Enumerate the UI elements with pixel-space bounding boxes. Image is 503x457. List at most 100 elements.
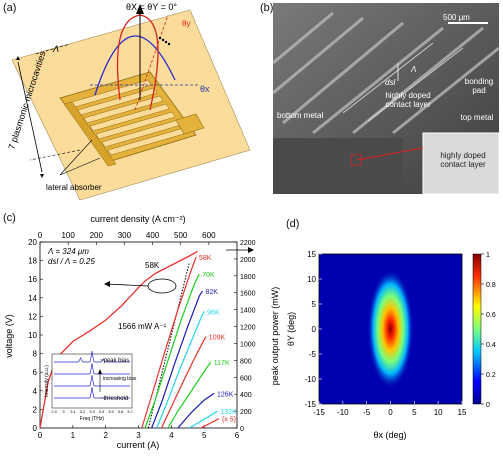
inset-contact-label: highly doped contact layer — [440, 151, 486, 169]
power-curve-label: 126K — [217, 391, 234, 398]
power-curve-label: 109K — [209, 335, 226, 342]
theta-x-label: θx — [200, 84, 210, 94]
power-curve — [189, 410, 218, 429]
theta-y-label: θy — [182, 19, 190, 28]
inset-x-tick-label: 2.9 — [51, 409, 57, 414]
bottom-ticks: 0 1 2 3 4 5 6 — [38, 425, 240, 440]
sem-micrograph: 500 μm Λ dsl highly doped contact layer … — [273, 3, 499, 194]
curves: 58K 70K 82K 96K 109K 117K 126K 132K(x 5) — [39, 250, 237, 429]
peak-bias-label: ~peak bias — [100, 358, 129, 364]
x2-tick-label: 300 — [118, 231, 132, 240]
bonding-pad — [175, 113, 205, 135]
increasing-bias-label: increasing bias — [103, 376, 137, 382]
colorbar-ticks: 0 0.2 0.4 0.6 0.8 1 — [481, 252, 496, 409]
left-arrow-icon — [104, 281, 110, 287]
panel-a-label: (a) — [3, 2, 17, 14]
cavity-5 — [95, 111, 176, 140]
scale-bar-label: 500 μm — [443, 13, 470, 22]
inset-x-tick-label: 3.6 — [118, 409, 124, 414]
y2-tick-label: 1800 — [240, 274, 256, 281]
x2-tick-label: 100 — [61, 231, 75, 240]
x-tick-label: 6 — [235, 431, 240, 440]
panel-d-label: (d) — [286, 218, 300, 230]
panel-b-label: (b) — [260, 2, 274, 14]
bottom-metal-label: bottom metal — [277, 111, 324, 120]
x-tick-label: 2 — [103, 431, 108, 440]
heatmap-x-tick-label: 0 — [388, 408, 393, 417]
inset-y-label: Intensity (a.u.) — [44, 365, 50, 397]
bottom-axis-label: current (A) — [117, 440, 160, 450]
y2-tick-label: 800 — [240, 358, 252, 365]
inset-x-tick-label: 3.1 — [70, 409, 76, 414]
colorbar-tick-label: 0.4 — [486, 342, 496, 349]
y2-tick-label: 2000 — [240, 257, 256, 264]
dots-decoration — [158, 36, 171, 46]
y-tick-label: 0 — [33, 424, 38, 433]
right-axis-label: peak output power (mW) — [270, 287, 280, 386]
heatmap-x-tick-label: 10 — [434, 408, 443, 417]
inset-x-label: Freq (THz) — [80, 416, 105, 422]
y-tick-label: 18 — [28, 257, 37, 266]
heatmap-y-tick-label: 15 — [307, 250, 316, 259]
inset-spectrum — [54, 374, 130, 387]
top-axis-label: current density (A cm⁻²) — [90, 214, 185, 224]
voltage-ellipse — [147, 278, 177, 294]
heatmap-x-tick-label: -5 — [363, 408, 371, 417]
microcavity-schematic: θX = θY = 0° θy θx Λ 7 plasmonic microca… — [6, 2, 251, 201]
absorber-label: lateral absorber — [46, 183, 102, 192]
colorbar — [472, 253, 482, 405]
inset-x-tick-label: 3.5 — [108, 409, 114, 414]
power-curve — [200, 418, 220, 429]
inset-x-tick-label: 3.2 — [80, 409, 86, 414]
param-ratio: dsl / Λ = 0.25 — [48, 257, 95, 266]
right-arrow-icon — [248, 247, 254, 253]
y2-tick-label: 200 — [240, 409, 252, 416]
right-ticks: 0 200 400 600 800 1000 1200 1400 1600 1800 2000 220… — [234, 240, 256, 433]
beam-spot — [367, 269, 414, 389]
inset-x-tick-label: 3.7 — [127, 409, 133, 414]
heatmap-x-tick-label: -15 — [313, 408, 325, 417]
heatmap-y-tick-label: -10 — [304, 375, 316, 384]
y2-tick-label: 1600 — [240, 291, 256, 298]
lateral-absorber — [63, 101, 117, 167]
power-curve — [144, 273, 200, 429]
y2-tick-label: 1400 — [240, 308, 256, 315]
dsl-label: dsl — [385, 78, 396, 87]
lambda-label: Λ — [411, 65, 417, 74]
colorbar-tick-label: 0.6 — [486, 312, 496, 319]
x2-tick-label: 0 — [38, 231, 43, 240]
colorbar-tick-label: 0.2 — [486, 372, 496, 379]
inset-box — [422, 132, 499, 194]
x-tick-label: 1 — [71, 431, 76, 440]
y2-tick-label: 2200 — [240, 240, 256, 247]
power-curve — [141, 257, 197, 429]
period-label: Λ — [52, 44, 59, 54]
contact-layer-label: highly doped contact layer — [385, 91, 431, 109]
panel-b: (b) 500 μm Λ dsl — [258, 0, 503, 200]
left-axis-label: voltage (V) — [4, 314, 14, 358]
far-field-heatmap: -15 -10 -5 0 5 10 15 15 10 5 0 -5 -10 -15 0 0.2 0.4 0.6… — [286, 250, 496, 440]
x2-tick-label: 500 — [174, 231, 188, 240]
power-curve-label: (x 5) — [222, 417, 236, 424]
x2-tick-label: 200 — [90, 231, 104, 240]
heatmap-x-ticks: -15 -10 -5 0 5 10 15 — [313, 401, 467, 417]
heatmap-y-tick-label: 0 — [312, 325, 317, 334]
power-curve — [160, 336, 207, 429]
x-tick-label: 4 — [169, 431, 174, 440]
left-ticks: 0 2 4 6 8 10 12 14 16 18 20 — [28, 238, 43, 433]
y2-tick-label: 1200 — [240, 325, 256, 332]
colorbar-tick-label: 1 — [486, 252, 490, 259]
y-tick-label: 6 — [33, 368, 38, 377]
y-tick-label: 12 — [28, 312, 37, 321]
y-tick-label: 20 — [28, 238, 37, 247]
panel-a: (a) — [0, 0, 251, 201]
y-tick-label: 10 — [28, 331, 37, 340]
y2-tick-label: 400 — [240, 392, 252, 399]
param-lambda: Λ = 324 μm — [47, 247, 89, 256]
power-curve — [156, 311, 205, 429]
power-curve — [177, 392, 215, 429]
top-metal-label: top metal — [460, 113, 494, 122]
x2-tick-label: 600 — [202, 231, 216, 240]
